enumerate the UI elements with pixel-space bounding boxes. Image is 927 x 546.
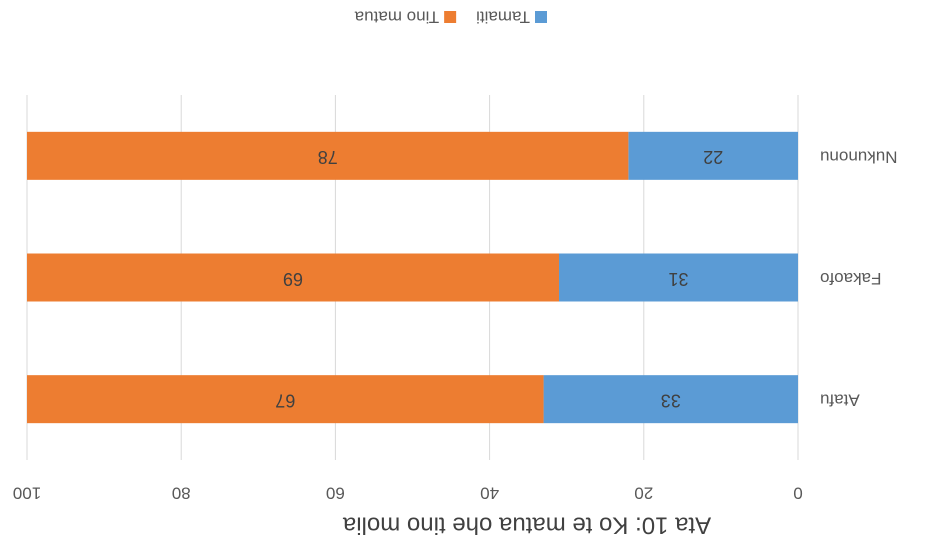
data-label: 69 [283, 269, 303, 289]
legend-label: Tamaiti [476, 8, 530, 27]
x-tick-label: 60 [326, 484, 345, 503]
data-label: 22 [703, 147, 723, 167]
x-tick-label: 40 [480, 484, 499, 503]
category-label: Atafu [820, 391, 860, 410]
bar-segment [27, 375, 544, 424]
category-label: Fakaofo [820, 269, 881, 288]
x-tick-label: 100 [13, 484, 41, 503]
legend-swatch [444, 11, 457, 23]
data-label: 78 [318, 147, 338, 167]
legend-label: Tino matua [354, 8, 439, 27]
bar-segment [543, 375, 798, 424]
x-tick-label: 0 [793, 484, 802, 503]
data-label: 67 [275, 390, 295, 410]
chart-title: Ata 10: Ko te matua ohe tino molia [342, 512, 711, 539]
bar-segment [27, 253, 559, 302]
data-label: 33 [661, 390, 681, 410]
bar-segment [558, 253, 798, 302]
data-label: 31 [668, 269, 688, 289]
x-tick-label: 20 [634, 484, 653, 503]
bar-segment [27, 131, 629, 180]
legend-swatch [535, 11, 547, 23]
category-label: Nukunonu [820, 147, 898, 166]
x-tick-label: 80 [172, 484, 191, 503]
bar-segment [628, 131, 798, 180]
